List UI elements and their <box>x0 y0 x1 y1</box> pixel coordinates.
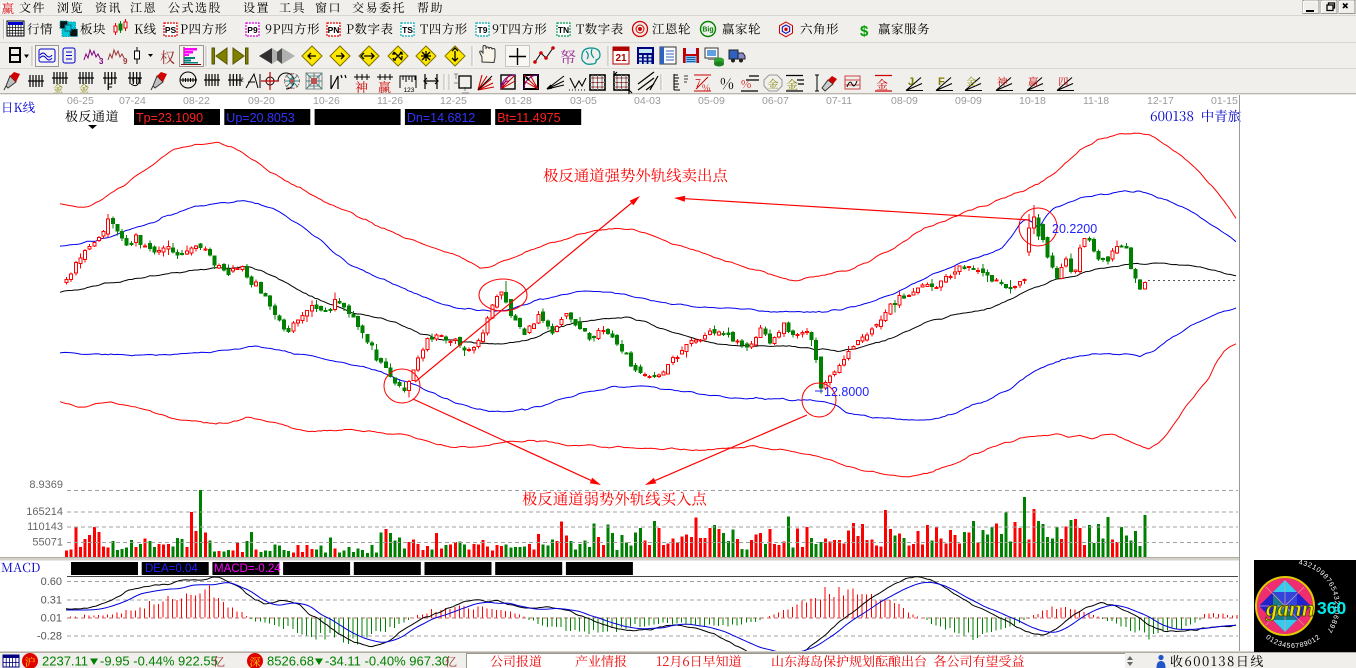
svg-text:12-17: 12-17 <box>1147 95 1174 107</box>
svg-text:05-09: 05-09 <box>698 95 725 107</box>
svg-text:3: 3 <box>1277 640 1283 648</box>
svg-text:$: $ <box>860 23 869 40</box>
svg-text:0: 0 <box>1264 634 1271 642</box>
svg-text:09-20: 09-20 <box>248 95 275 107</box>
svg-text:1: 1 <box>1333 605 1340 609</box>
svg-text:-34.11 -0.40% 967.30: -34.11 -0.40% 967.30 <box>325 654 449 668</box>
svg-text:1: 1 <box>1268 636 1275 644</box>
svg-text:2: 2 <box>1333 601 1340 605</box>
svg-text:6: 6 <box>1327 581 1335 588</box>
svg-text:Up=20.8053: Up=20.8053 <box>226 111 295 125</box>
svg-text:20.2200: 20.2200 <box>1052 222 1097 236</box>
svg-text:3: 3 <box>99 57 104 66</box>
svg-text:P9: P9 <box>247 25 258 35</box>
svg-text:2: 2 <box>1307 562 1313 570</box>
svg-text:gann: gann <box>1265 596 1315 621</box>
svg-text:10-26: 10-26 <box>313 95 340 107</box>
svg-text:PN: PN <box>328 25 340 35</box>
svg-text:11-18: 11-18 <box>1083 95 1109 107</box>
svg-text:7: 7 <box>1324 577 1332 584</box>
svg-text:Tp=23.1090: Tp=23.1090 <box>136 111 203 125</box>
svg-text:TN: TN <box>558 25 569 35</box>
svg-text:9: 9 <box>1318 569 1326 577</box>
svg-text:8.9369: 8.9369 <box>29 479 63 491</box>
svg-text:Bt=11.4975: Bt=11.4975 <box>497 111 560 125</box>
svg-text:8: 8 <box>1299 642 1304 650</box>
svg-text:Dn=14.6812: Dn=14.6812 <box>407 111 476 125</box>
svg-text:8: 8 <box>1321 573 1329 581</box>
svg-text:12-25: 12-25 <box>440 95 467 107</box>
svg-text:11-26: 11-26 <box>377 95 403 107</box>
svg-text:4: 4 <box>1331 590 1339 596</box>
svg-text:MACD=-0.24: MACD=-0.24 <box>214 563 281 575</box>
svg-text:2237.11: 2237.11 <box>42 654 88 668</box>
svg-text:F: F <box>107 82 113 92</box>
svg-text:-0.28: -0.28 <box>37 631 62 643</box>
svg-text:0: 0 <box>1314 566 1321 574</box>
svg-text:2: 2 <box>1272 639 1279 647</box>
svg-text:-9.95 -0.44% 922.55: -9.95 -0.44% 922.55 <box>100 654 218 668</box>
svg-text:06-25: 06-25 <box>67 95 94 107</box>
svg-text:7: 7 <box>1325 626 1333 633</box>
svg-text:n²: n² <box>236 76 244 86</box>
svg-text:09-09: 09-09 <box>955 95 982 107</box>
svg-text:06-07: 06-07 <box>762 95 789 107</box>
svg-text:01-15: 01-15 <box>1211 95 1238 107</box>
svg-text:9: 9 <box>123 57 128 66</box>
svg-text:08-22: 08-22 <box>183 95 210 107</box>
svg-text:360: 3 60 <box>1317 598 1346 618</box>
svg-text:07-24: 07-24 <box>119 95 146 107</box>
svg-text:07-11: 07-11 <box>826 95 852 107</box>
svg-text:Big: Big <box>702 27 713 34</box>
svg-text:4: 4 <box>1281 642 1286 650</box>
svg-text:0: 0 <box>1307 639 1314 647</box>
svg-text:123: 123 <box>404 87 415 94</box>
svg-text:TS: TS <box>402 25 413 35</box>
svg-text:0.01: 0.01 <box>41 613 62 625</box>
svg-text:0.31: 0.31 <box>41 595 62 607</box>
svg-text:9: 9 <box>1303 640 1309 648</box>
svg-text:01-28: 01-28 <box>505 95 532 107</box>
svg-text:1: 1 <box>1311 564 1318 572</box>
svg-text:7: 7 <box>1295 643 1300 650</box>
svg-text:55071: 55071 <box>32 537 63 549</box>
svg-text:10-18: 10-18 <box>1019 95 1046 107</box>
svg-text:3: 3 <box>1302 560 1308 568</box>
svg-text:8: 8 <box>1330 618 1338 624</box>
svg-text:T9: T9 <box>478 25 488 35</box>
svg-text:6: 6 <box>1291 643 1295 650</box>
svg-text:110143: 110143 <box>27 521 63 533</box>
svg-text:8526.68: 8526.68 <box>267 654 314 668</box>
svg-text:9: 9 <box>1328 622 1336 629</box>
svg-text:F: F <box>938 76 945 88</box>
svg-text:12.8000: 12.8000 <box>824 385 869 399</box>
svg-text:0: 0 <box>1332 610 1339 615</box>
svg-text:5: 5 <box>1329 586 1337 592</box>
svg-text:03-05: 03-05 <box>570 95 597 107</box>
svg-text:1: 1 <box>1311 637 1318 645</box>
svg-text:6: 6 <box>1331 614 1339 620</box>
svg-text:J: J <box>908 76 914 88</box>
svg-text:4: 4 <box>1298 559 1303 567</box>
svg-text:165214: 165214 <box>26 506 63 518</box>
svg-text:0.60: 0.60 <box>41 576 62 588</box>
svg-text:08-09: 08-09 <box>891 95 918 107</box>
svg-text:3: 3 <box>1332 595 1340 600</box>
svg-text:04-03: 04-03 <box>634 95 661 107</box>
svg-text:5: 5 <box>1286 643 1291 650</box>
svg-text:21: 21 <box>615 53 627 64</box>
svg-text:2: 2 <box>1314 634 1321 642</box>
svg-text:DEA=0.04: DEA=0.04 <box>145 563 198 575</box>
svg-text:PS: PS <box>165 25 177 35</box>
